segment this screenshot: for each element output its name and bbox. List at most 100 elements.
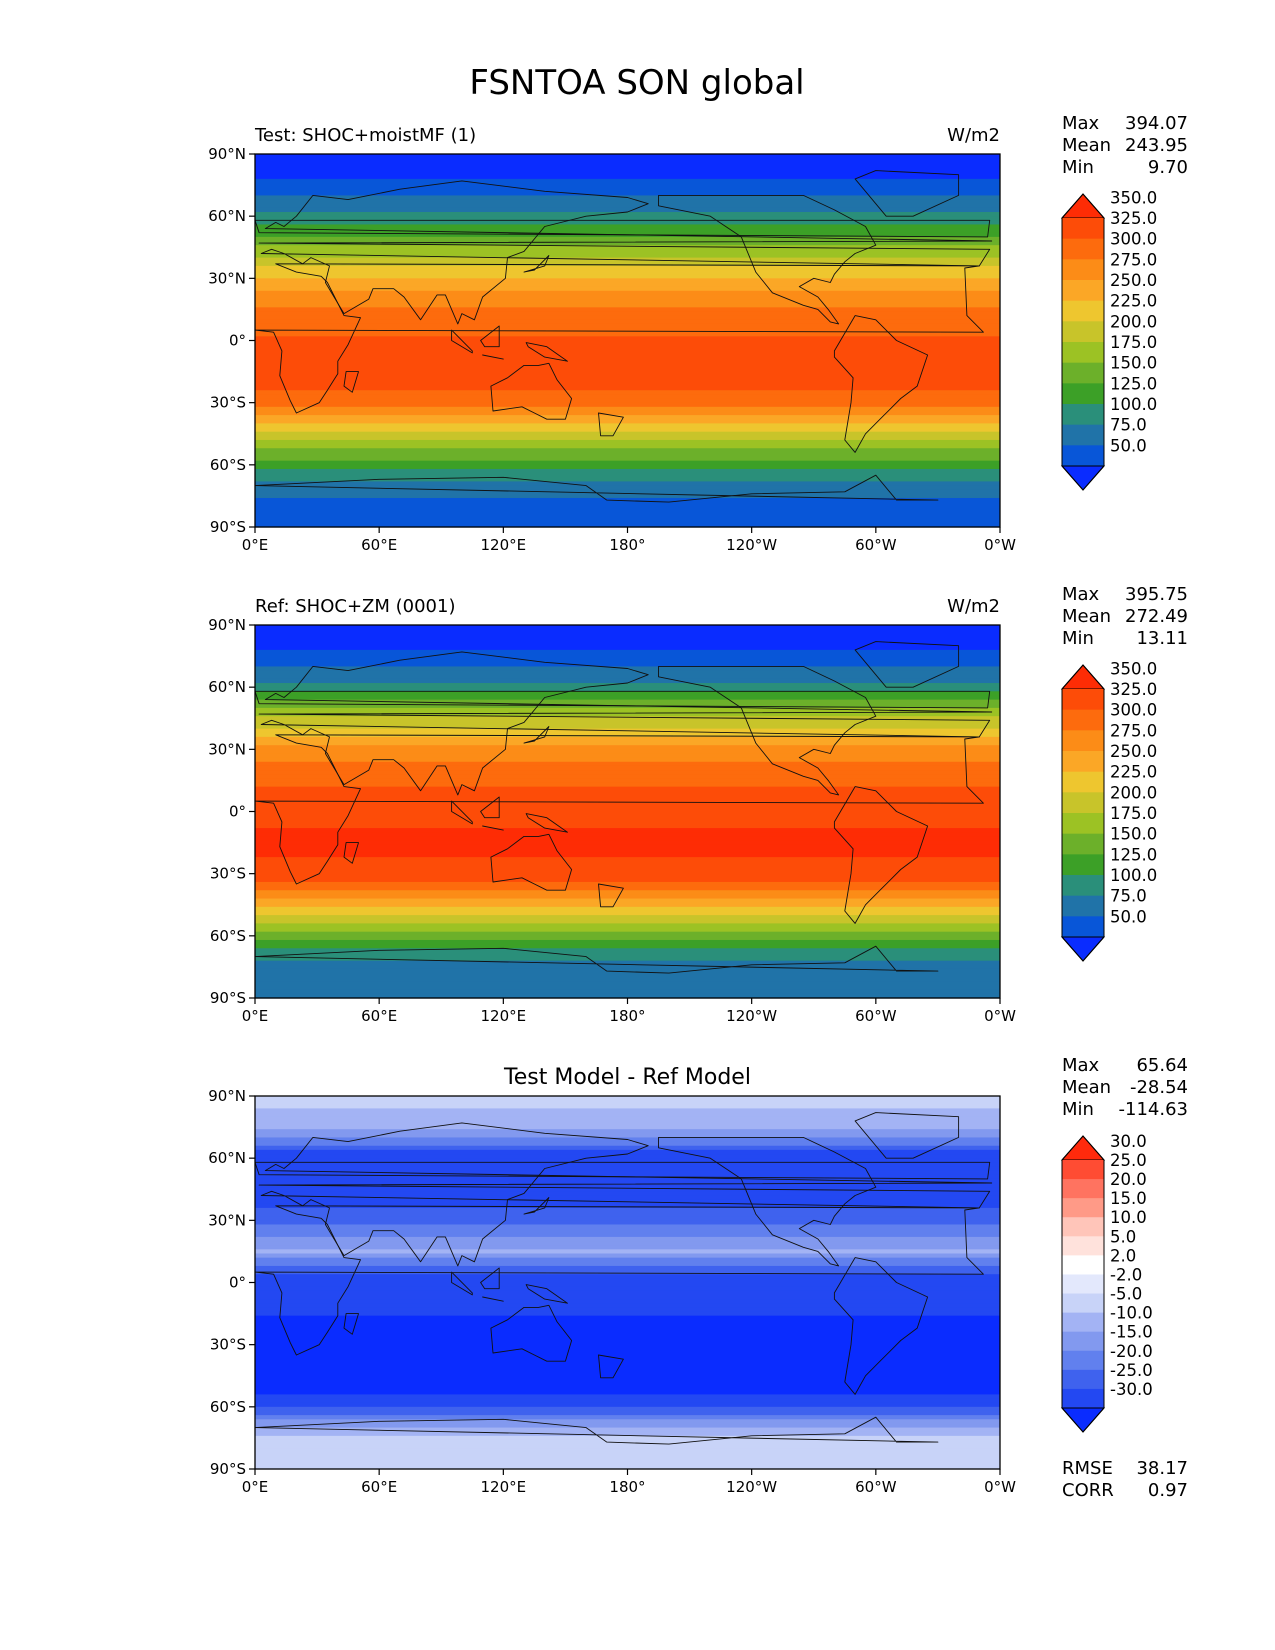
colorbar-label: 100.0: [1110, 395, 1157, 414]
coastline: [451, 800, 473, 825]
field-band: [255, 823, 1000, 829]
coastline: [598, 883, 624, 908]
field-band: [255, 402, 1000, 408]
field-band: [255, 1464, 1000, 1470]
lat-tick-label: 60°S: [210, 1398, 246, 1416]
field-band: [255, 1294, 1000, 1300]
field-band: [255, 964, 1000, 970]
lat-tick-label: 0°: [229, 803, 246, 821]
coastline: [833, 1257, 929, 1395]
field-band: [255, 423, 1000, 429]
colorbar-segment: [1062, 689, 1104, 711]
field-band: [255, 695, 1000, 701]
field-band: [255, 502, 1000, 507]
coastlines: [254, 1112, 993, 1445]
field-band: [255, 981, 1000, 987]
field-band: [255, 1290, 1000, 1296]
field-band: [255, 191, 1000, 197]
lat-tick-label: 0°: [229, 1274, 246, 1292]
field-band: [255, 1207, 1000, 1213]
field-band: [255, 1141, 1000, 1147]
coastline: [598, 1354, 624, 1379]
coastline: [451, 1271, 473, 1296]
field-band: [255, 1265, 1000, 1271]
coastline: [658, 1136, 877, 1267]
field-band: [255, 493, 1000, 499]
colorbar-label: 275.0: [1110, 250, 1157, 269]
coastline: [854, 641, 960, 688]
field-band: [255, 489, 1000, 495]
field-band: [255, 881, 1000, 887]
field-band: [255, 1344, 1000, 1350]
field-band: [255, 485, 1000, 491]
field-band: [255, 741, 1000, 746]
lon-tick-label: 60°W: [855, 1478, 897, 1496]
colorbar-label: 100.0: [1110, 866, 1157, 885]
field-band: [255, 749, 1000, 755]
field-band: [255, 956, 1000, 962]
field-band: [255, 699, 1000, 705]
panel-1: 90°N 60°N 30°N 0° 30°S 60°S 90°S0°E 60°E 120°E 18…: [208, 113, 1188, 554]
field-band: [255, 514, 1000, 520]
field-band: [255, 419, 1000, 424]
colorbar-segment: [1062, 445, 1104, 467]
field-band: [255, 328, 1000, 333]
coastline: [254, 263, 984, 414]
stat-value-max: 65.64: [1136, 1055, 1188, 1076]
field-band: [255, 1365, 1000, 1371]
field-band: [255, 282, 1000, 288]
colorbar-label: 30.0: [1110, 1132, 1147, 1151]
coastline: [254, 945, 939, 974]
colorbar-segment: [1062, 1331, 1104, 1352]
field-band: [255, 390, 1000, 395]
lon-tick-label: 120°W: [726, 536, 777, 554]
lon-tick-label: 180°: [609, 536, 645, 554]
field-band: [255, 1357, 1000, 1362]
field-band: [255, 473, 1000, 478]
colorbar-segment: [1062, 1293, 1104, 1314]
units-label: W/m2: [947, 596, 1000, 617]
field-band: [255, 174, 1000, 180]
field-band: [255, 1406, 1000, 1412]
field-band: [255, 460, 1000, 466]
colorbar-segment: [1062, 916, 1104, 938]
field-band: [255, 1158, 1000, 1163]
colorbar-label: 325.0: [1110, 209, 1157, 228]
colorbar-segment: [1062, 1179, 1104, 1199]
colorbar-segment: [1062, 1217, 1104, 1237]
field-band: [255, 844, 1000, 850]
field-band: [255, 832, 1000, 837]
field-band: [255, 960, 1000, 966]
coastline: [854, 170, 960, 217]
field-band: [255, 518, 1000, 524]
field-band: [255, 357, 1000, 362]
field-band: [255, 774, 1000, 779]
field-band: [255, 377, 1000, 383]
field-band: [255, 253, 1000, 259]
field-band: [255, 1116, 1000, 1122]
field-band: [255, 898, 1000, 904]
field-band: [255, 720, 1000, 726]
colorbar-label: 200.0: [1110, 783, 1157, 802]
field-band: [255, 1270, 1000, 1275]
colorbar-segment: [1062, 362, 1104, 384]
field-band: [255, 1220, 1000, 1226]
field-band: [255, 927, 1000, 933]
field-band: [255, 629, 1000, 634]
panel-title: Test: SHOC+moistMF (1): [254, 125, 476, 146]
field-band: [255, 1423, 1000, 1429]
field-band: [255, 1307, 1000, 1313]
field-band: [255, 319, 1000, 325]
field-band: [255, 658, 1000, 663]
field-band: [255, 410, 1000, 416]
lon-tick-label: 0°W: [984, 536, 1016, 554]
field-band: [255, 637, 1000, 643]
field-band: [255, 890, 1000, 895]
field-band: [255, 1133, 1000, 1139]
field-band: [255, 1390, 1000, 1395]
field-band: [255, 1125, 1000, 1130]
footer-value-rmse: 38.17: [1136, 1458, 1188, 1479]
field-band: [255, 1323, 1000, 1329]
coastline: [254, 474, 939, 503]
field-band: [255, 203, 1000, 209]
